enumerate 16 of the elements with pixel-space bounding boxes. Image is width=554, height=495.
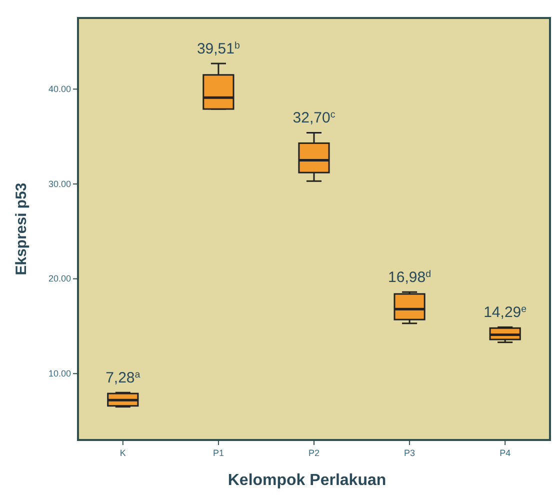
x-tick-label: P2 [308, 448, 320, 458]
annotation: 16,98$^{d}$ [388, 268, 432, 286]
annotation: 32,70$^{c}$ [292, 109, 336, 127]
x-tick-label: P3 [404, 448, 416, 458]
y-tick-label: 20.00 [48, 274, 71, 284]
annotation: 39,51$^{b}$ [196, 40, 241, 58]
annotation: 14,29$^{e}$ [484, 304, 527, 322]
x-tick-label: P4 [500, 448, 511, 458]
y-tick-label: 30.00 [48, 178, 71, 189]
x-axis-title: Kelompok Perlakuan [228, 472, 386, 489]
y-axis-title: Ekspresi p53 [13, 182, 30, 276]
x-tick-label: P1 [212, 448, 224, 458]
y-tick-label: 10.00 [48, 368, 71, 378]
x-tick-label: K [120, 448, 126, 458]
annotation: 7,28$^{a}$ [106, 369, 141, 387]
y-tick-label: 40.00 [48, 84, 71, 94]
